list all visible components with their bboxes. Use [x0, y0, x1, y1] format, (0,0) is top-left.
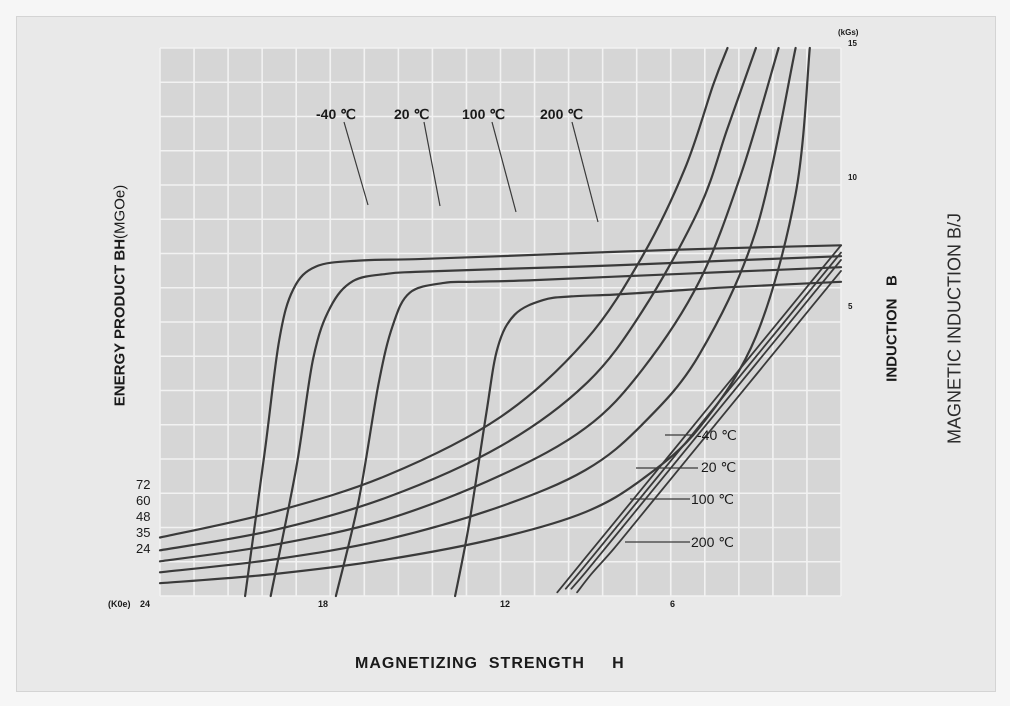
temp-label-top: -40 ℃: [316, 106, 356, 122]
temp-label-bottom: 100 ℃: [691, 491, 734, 507]
y-axis-title-outer-right: MAGNETIC INDUCTION B/J: [944, 213, 965, 445]
temp-label-bottom: 200 ℃: [691, 534, 734, 550]
x-tick-label: 6: [670, 599, 676, 609]
left-tick-label: 24: [136, 541, 151, 556]
intrinsic-demag-curve: [334, 266, 843, 598]
y-axis-title-left: ENERGY PRODUCT BH(MGOe): [112, 136, 129, 456]
x-tick-label: 12: [500, 599, 511, 609]
normal-demag-line: [564, 251, 842, 590]
right-tick-label: 15: [848, 39, 857, 48]
temp-label-bottom: -40 ℃: [697, 427, 737, 443]
y-axis-title-inner-right: INDUCTION B: [883, 275, 901, 382]
y-axis-title-left-text: ENERGY PRODUCT BH: [111, 238, 129, 407]
curves: [158, 46, 843, 598]
energy-product-curve: [158, 46, 757, 552]
energy-product-curve: [158, 46, 797, 574]
temp-label-bottom: 20 ℃: [701, 459, 737, 475]
energy-product-curve: [158, 46, 729, 539]
leader-line: [423, 121, 441, 207]
normal-demag-line: [556, 244, 842, 594]
temp-label-top: 100 ℃: [462, 106, 505, 122]
right-tick-label: 5: [848, 302, 853, 311]
normal-demag-line: [570, 259, 842, 590]
energy-product-curve: [158, 46, 780, 563]
intrinsic-demag-curve: [244, 244, 843, 598]
temp-label-top: 200 ℃: [540, 106, 583, 122]
right-tick-label: 10: [848, 173, 857, 182]
leader-lines: [343, 121, 698, 543]
leader-line: [571, 121, 599, 223]
leader-line: [491, 121, 517, 213]
normal-demag-line: [576, 270, 842, 594]
x-unit-label: (K0e): [108, 599, 131, 609]
x-tick-label: 18: [318, 599, 329, 609]
intrinsic-demag-curve: [454, 280, 843, 598]
y-axis-title-left-unit: (MGOe): [111, 184, 129, 239]
left-tick-label: 35: [136, 525, 151, 540]
x-tick-label: 24: [140, 599, 151, 609]
right-unit-label: (kGs): [838, 28, 859, 37]
left-tick-label: 72: [136, 477, 151, 492]
temp-label-top: 20 ℃: [394, 106, 430, 122]
left-tick-label: 48: [136, 509, 151, 524]
energy-product-curve: [158, 46, 811, 585]
left-tick-label: 60: [136, 493, 151, 508]
gridlines: [159, 47, 842, 597]
intrinsic-demag-curve: [269, 255, 843, 598]
x-axis-title: MAGNETIZING STRENGTH H: [355, 655, 625, 672]
leader-line: [343, 121, 369, 206]
